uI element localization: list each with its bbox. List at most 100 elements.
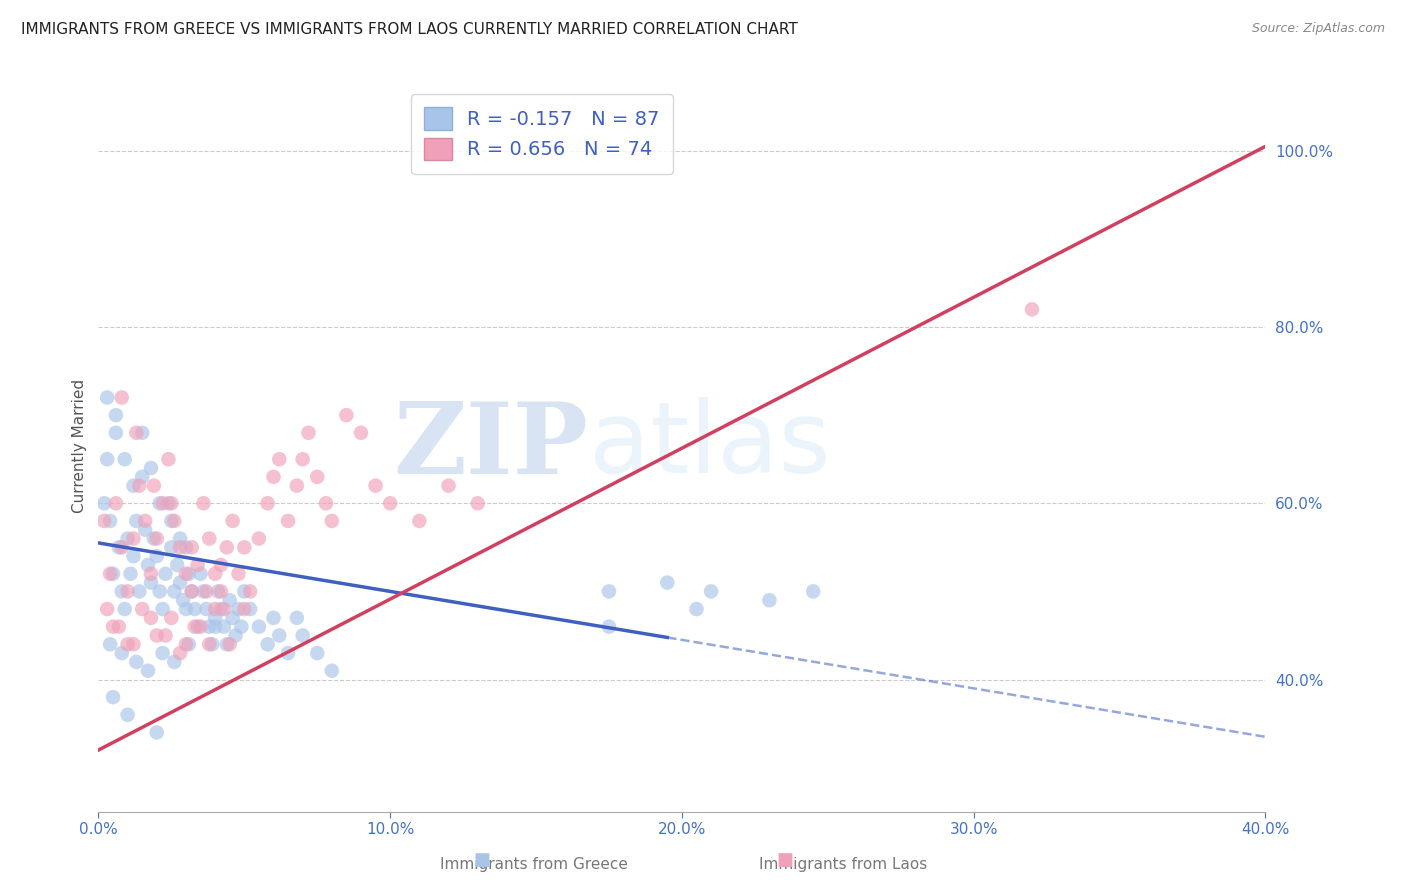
Point — [96, 391, 118, 405]
Point — [117, 584, 139, 599]
Point — [152, 602, 174, 616]
Point — [269, 452, 291, 467]
Point — [256, 637, 278, 651]
Point — [247, 532, 270, 546]
Point — [801, 584, 824, 599]
Point — [177, 637, 200, 651]
Point — [315, 496, 337, 510]
Legend: R = -0.157   N = 87, R = 0.656   N = 74: R = -0.157 N = 87, R = 0.656 N = 74 — [411, 94, 673, 174]
Point — [169, 646, 191, 660]
Point — [104, 496, 127, 510]
Point — [169, 532, 191, 546]
Point — [160, 496, 183, 510]
Text: Immigrants from Laos: Immigrants from Laos — [759, 857, 928, 872]
Point — [180, 584, 202, 599]
Point — [93, 514, 115, 528]
Point — [198, 637, 221, 651]
Point — [131, 602, 153, 616]
Text: IMMIGRANTS FROM GREECE VS IMMIGRANTS FROM LAOS CURRENTLY MARRIED CORRELATION CHA: IMMIGRANTS FROM GREECE VS IMMIGRANTS FRO… — [21, 22, 797, 37]
Point — [209, 558, 232, 572]
Point — [101, 566, 124, 581]
Point — [225, 628, 247, 642]
Point — [247, 620, 270, 634]
Point — [262, 470, 284, 484]
Point — [169, 541, 191, 555]
Point — [204, 602, 226, 616]
Point — [321, 664, 343, 678]
Point — [183, 620, 205, 634]
Point — [174, 602, 197, 616]
Point — [155, 628, 177, 642]
Point — [125, 425, 148, 440]
Point — [700, 584, 723, 599]
Point — [190, 620, 212, 634]
Point — [277, 646, 299, 660]
Point — [157, 452, 180, 467]
Text: Source: ZipAtlas.com: Source: ZipAtlas.com — [1251, 22, 1385, 36]
Point — [114, 602, 136, 616]
Point — [437, 478, 460, 492]
Point — [193, 496, 215, 510]
Point — [321, 514, 343, 528]
Point — [231, 620, 253, 634]
Point — [233, 602, 256, 616]
Point — [1021, 302, 1043, 317]
Point — [163, 655, 186, 669]
Point — [163, 584, 186, 599]
Point — [380, 496, 402, 510]
Point — [146, 725, 169, 739]
Point — [350, 425, 373, 440]
Point — [149, 496, 172, 510]
Point — [239, 602, 262, 616]
Point — [195, 584, 218, 599]
Point — [174, 566, 197, 581]
Point — [98, 566, 121, 581]
Point — [114, 452, 136, 467]
Point — [174, 541, 197, 555]
Point — [218, 593, 240, 607]
Point — [269, 628, 291, 642]
Point — [239, 584, 262, 599]
Point — [297, 425, 319, 440]
Point — [139, 461, 162, 475]
Point — [598, 584, 620, 599]
Point — [155, 566, 177, 581]
Point — [180, 584, 202, 599]
Point — [408, 514, 430, 528]
Point — [209, 602, 232, 616]
Point — [190, 566, 212, 581]
Point — [169, 575, 191, 590]
Point — [142, 478, 165, 492]
Y-axis label: Currently Married: Currently Married — [72, 379, 87, 513]
Point — [198, 620, 221, 634]
Point — [108, 541, 131, 555]
Point — [160, 514, 183, 528]
Point — [657, 575, 679, 590]
Point — [101, 690, 124, 705]
Point — [256, 496, 278, 510]
Point — [98, 514, 121, 528]
Point — [142, 532, 165, 546]
Point — [122, 532, 145, 546]
Point — [685, 602, 707, 616]
Point — [212, 620, 235, 634]
Point — [307, 470, 329, 484]
Point — [160, 541, 183, 555]
Point — [131, 425, 153, 440]
Point — [204, 566, 226, 581]
Point — [174, 637, 197, 651]
Point — [180, 541, 202, 555]
Point — [195, 602, 218, 616]
Point — [104, 408, 127, 422]
Point — [335, 408, 357, 422]
Point — [285, 611, 308, 625]
Point — [108, 620, 131, 634]
Point — [291, 628, 314, 642]
Point — [364, 478, 387, 492]
Point — [177, 566, 200, 581]
Point — [117, 532, 139, 546]
Point — [134, 514, 156, 528]
Point — [149, 584, 172, 599]
Point — [207, 584, 229, 599]
Point — [212, 602, 235, 616]
